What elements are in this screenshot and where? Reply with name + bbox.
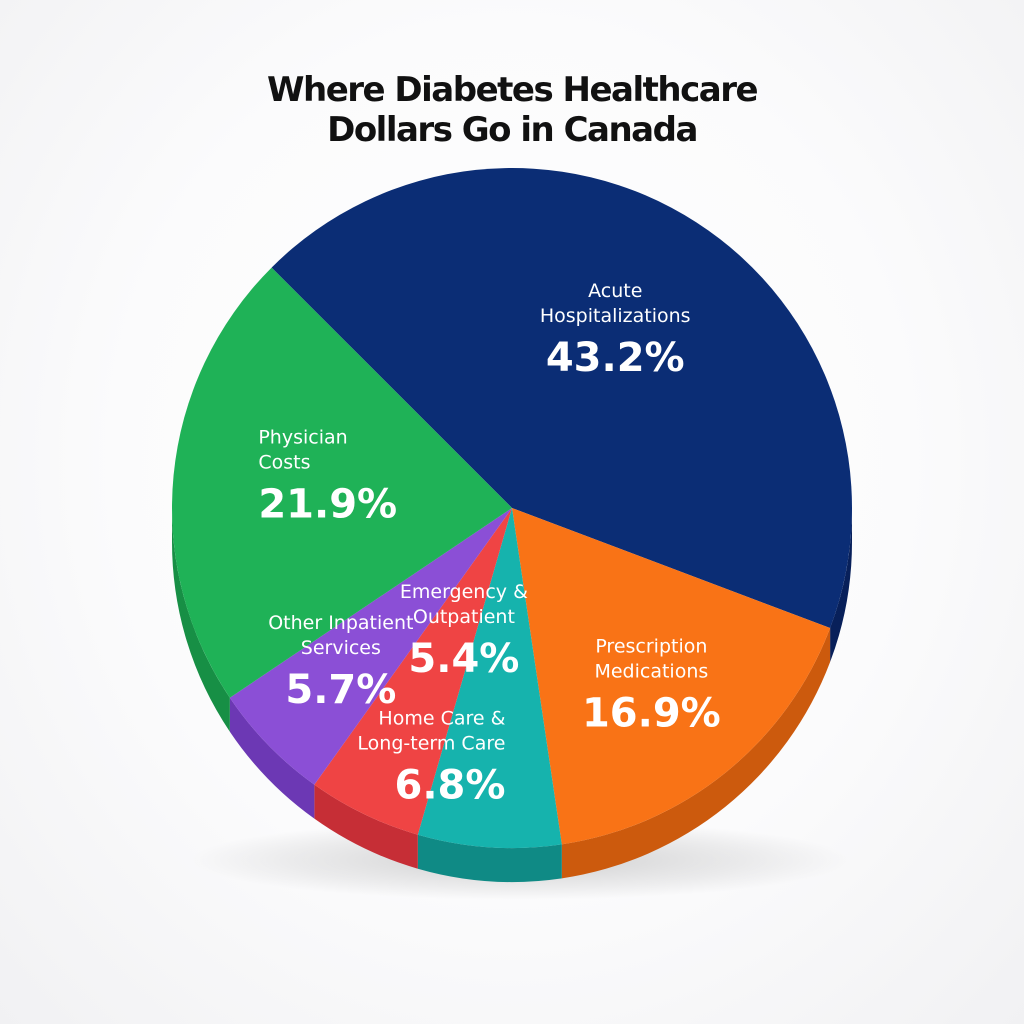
- slice-name: Prescription: [595, 635, 707, 657]
- pie-side-emergency-and-outpatient: [314, 784, 418, 869]
- slice-value: 16.9%: [582, 690, 721, 736]
- pie-sides: [172, 508, 853, 883]
- slice-value: 5.7%: [285, 667, 396, 713]
- chart-title-line-1: Where Diabetes Healthcare: [266, 70, 759, 110]
- pie-labels: Acute Hospitalizations 43.2% Prescription Me…: [258, 280, 720, 809]
- chart-title: Where Diabetes Healthcare Dollars Go in …: [0, 70, 1024, 150]
- slice-name: Hospitalizations: [540, 305, 691, 327]
- slice-label-other-inpatient-services: Other Inpatient Services 5.7%: [268, 612, 413, 713]
- slice-name: Emergency &: [400, 581, 528, 603]
- slice-value: 6.8%: [394, 763, 505, 809]
- slice-name: Outpatient: [413, 606, 515, 628]
- slice-name: Physician: [258, 426, 347, 448]
- slice-name: Medications: [594, 660, 708, 682]
- pie-slices: [172, 167, 853, 849]
- pie-slice-acute-hospitalizations: [271, 167, 853, 629]
- slice-value: 21.9%: [258, 481, 397, 527]
- chart-title-line-2: Dollars Go in Canada: [327, 110, 698, 150]
- slice-name: Other Inpatient: [268, 612, 413, 634]
- pie-side-physician-costs: [172, 508, 230, 732]
- pie-slice-physician-costs: [172, 267, 512, 698]
- pie-slice-home-care-and-long-term-care: [417, 508, 562, 849]
- pie-slice-prescription-medications: [512, 508, 831, 845]
- slice-label-prescription-medications: Prescription Medications 16.9%: [582, 635, 721, 736]
- pie-side-home-care-and-long-term-care: [417, 834, 562, 883]
- slice-label-emergency-and-outpatient: Emergency & Outpatient 5.4%: [400, 581, 528, 682]
- pie-slice-emergency-and-outpatient: [314, 508, 512, 835]
- slice-name: Costs: [258, 451, 310, 473]
- pie-side-prescription-medications: [561, 628, 831, 879]
- pie-slice-other-inpatient-services: [229, 508, 512, 785]
- slice-value: 5.4%: [408, 636, 519, 682]
- slice-name: Long-term Care: [357, 733, 505, 755]
- pie-side-other-inpatient-services: [229, 697, 315, 819]
- slice-label-physician-costs: Physician Costs 21.9%: [258, 426, 397, 527]
- slice-value: 43.2%: [546, 335, 685, 381]
- pie-side-acute-hospitalizations: [830, 508, 853, 663]
- slice-name: Acute: [588, 280, 642, 302]
- slice-label-acute-hospitalizations: Acute Hospitalizations 43.2%: [540, 280, 691, 381]
- slice-label-home-care-and-long-term-care: Home Care & Long-term Care 6.8%: [357, 708, 505, 809]
- slice-name: Home Care &: [378, 708, 505, 730]
- slice-name: Services: [301, 637, 381, 659]
